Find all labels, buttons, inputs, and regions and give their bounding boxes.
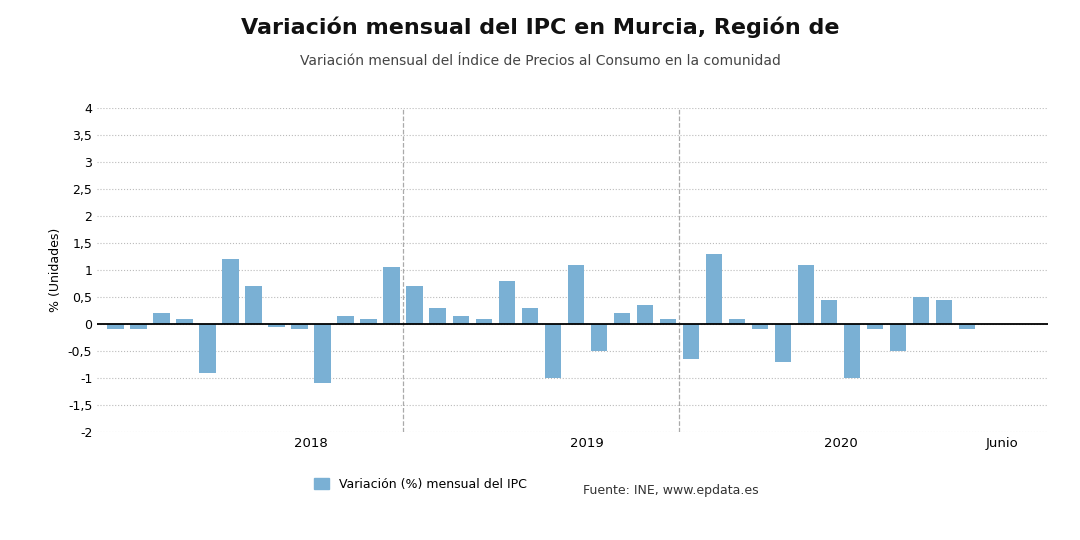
Bar — [729, 319, 745, 324]
Bar — [867, 324, 883, 329]
Bar — [107, 324, 124, 329]
Bar — [475, 319, 492, 324]
Bar — [361, 319, 377, 324]
Y-axis label: % (Unidades): % (Unidades) — [50, 228, 63, 312]
Bar — [843, 324, 861, 378]
Bar — [406, 286, 423, 324]
Bar — [453, 316, 469, 324]
Bar — [200, 324, 216, 373]
Bar — [890, 324, 906, 351]
Bar — [222, 259, 239, 324]
Bar — [176, 319, 193, 324]
Bar — [337, 316, 354, 324]
Bar — [499, 281, 515, 324]
Bar — [245, 286, 262, 324]
Bar — [269, 324, 285, 327]
Bar — [705, 254, 723, 324]
Bar — [383, 267, 400, 324]
Bar — [821, 300, 837, 324]
Bar — [544, 324, 562, 378]
Bar — [683, 324, 699, 359]
Legend: Variación (%) mensual del IPC: Variación (%) mensual del IPC — [309, 473, 531, 496]
Bar — [522, 308, 538, 324]
Bar — [774, 324, 792, 362]
Bar — [314, 324, 330, 383]
Bar — [591, 324, 607, 351]
Bar — [430, 308, 446, 324]
Bar — [660, 319, 676, 324]
Bar — [131, 324, 147, 329]
Bar — [913, 297, 929, 324]
Bar — [752, 324, 768, 329]
Bar — [798, 265, 814, 324]
Text: Fuente: INE, www.epdata.es: Fuente: INE, www.epdata.es — [583, 484, 759, 497]
Text: Variación mensual del IPC en Murcia, Región de: Variación mensual del IPC en Murcia, Reg… — [241, 16, 839, 38]
Bar — [153, 313, 170, 324]
Bar — [613, 313, 630, 324]
Bar — [935, 300, 953, 324]
Bar — [568, 265, 584, 324]
Bar — [636, 305, 653, 324]
Text: Variación mensual del Índice de Precios al Consumo en la comunidad: Variación mensual del Índice de Precios … — [299, 54, 781, 68]
Bar — [292, 324, 308, 329]
Bar — [959, 324, 975, 329]
